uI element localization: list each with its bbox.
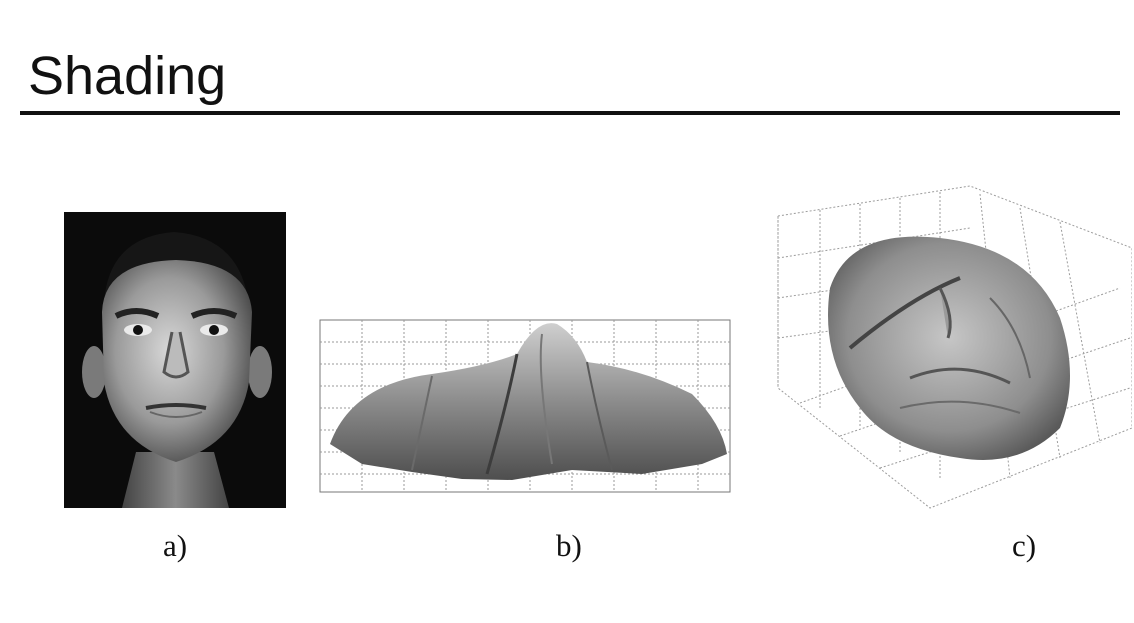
caption-a: a) bbox=[163, 528, 188, 563]
title-underline bbox=[20, 111, 1120, 115]
face-photo bbox=[64, 212, 286, 508]
surface-plot-oblique-view bbox=[760, 178, 1132, 510]
surface-plot-side-view bbox=[312, 314, 736, 502]
caption-b: b) bbox=[556, 528, 582, 563]
caption-c: c) bbox=[1012, 528, 1037, 563]
slide-title: Shading bbox=[28, 46, 227, 106]
